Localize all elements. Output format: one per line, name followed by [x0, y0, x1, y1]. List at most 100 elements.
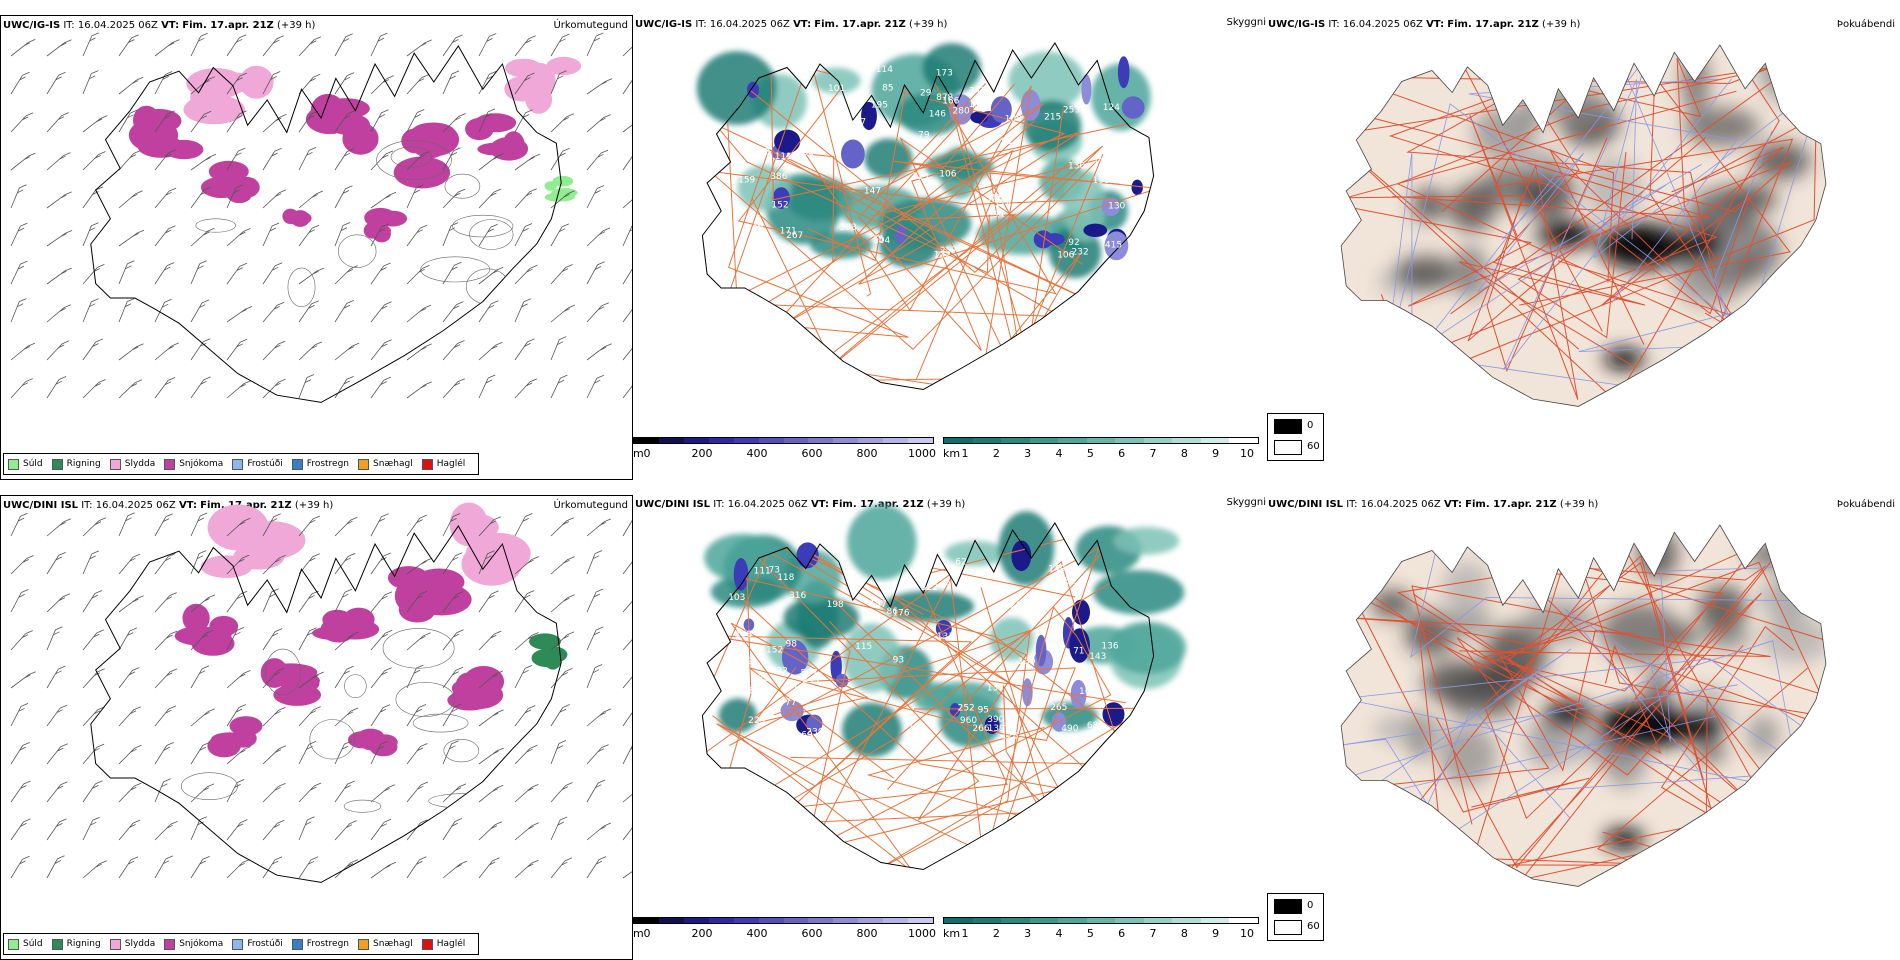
wind-barb	[262, 783, 286, 803]
legend-item: Snæhagl	[358, 458, 413, 470]
terrain-contour	[309, 719, 356, 760]
wind-barb	[10, 742, 30, 765]
river	[1397, 698, 1662, 869]
wind-barb	[154, 668, 178, 689]
wind-barb	[262, 301, 285, 323]
terrain-contour	[344, 674, 367, 699]
terrain-contour	[469, 219, 514, 250]
wind-barb	[514, 109, 533, 133]
wind-barb	[298, 627, 317, 651]
wind-barb	[622, 745, 632, 765]
wind-barb	[478, 300, 499, 323]
wind-barb	[190, 32, 208, 57]
wind-barb	[82, 264, 105, 285]
legend-swatch	[109, 938, 121, 950]
colorbar-segment	[972, 438, 1002, 443]
wind-barb	[118, 260, 135, 285]
precip-blob	[552, 175, 574, 187]
wind-barb	[586, 149, 609, 171]
wind-barb	[118, 553, 141, 575]
wind-barb	[298, 706, 321, 727]
wind-barb	[10, 298, 27, 323]
ceiling-colorbar-row2: m 0 200 400 600 800 1000	[633, 917, 938, 943]
wind-barb	[190, 665, 210, 689]
colorbar-segment	[883, 918, 909, 923]
wind-barb	[154, 110, 175, 133]
wind-barb	[154, 742, 174, 765]
river	[1342, 658, 1826, 788]
wind-barb	[118, 856, 139, 879]
wind-barb	[586, 518, 612, 537]
precip-type-legend: Súld Rigning Slydda Snjókoma Frostúði Frostre…	[3, 933, 480, 955]
ceiling-blob	[806, 714, 823, 733]
wind-barb	[154, 342, 179, 361]
ceiling-value-label: 122	[934, 251, 951, 261]
wind-barb	[262, 71, 281, 95]
colorbar-tick: 9	[1212, 447, 1220, 460]
wind-barb	[514, 223, 533, 247]
visibility-blob	[1108, 621, 1187, 674]
colorbar-tick: 1000	[908, 927, 936, 940]
visibility-blob	[847, 504, 917, 580]
wind-barb	[46, 665, 66, 689]
ceiling-value-label: 99	[940, 581, 952, 591]
panel-title: UWC/DINI ISL IT: 16.04.2025 06Z VT: Fim.…	[1268, 499, 1599, 510]
road	[1341, 563, 1826, 717]
wind-barb	[82, 222, 99, 247]
visibility-blob	[944, 540, 1007, 566]
wind-barb	[82, 517, 107, 537]
legend-item: Frostúði	[232, 938, 283, 950]
wind-barb	[550, 33, 570, 57]
wind-barb	[550, 336, 567, 361]
wind-barb	[46, 230, 73, 247]
wind-barb	[550, 517, 574, 537]
ceiling-value-label: 257	[940, 246, 957, 256]
wind-barb	[226, 517, 251, 537]
precip-map	[10, 502, 632, 883]
ceiling-blob	[830, 650, 842, 683]
wind-barb	[190, 816, 207, 841]
wind-barb	[442, 552, 463, 575]
wind-barb	[406, 856, 427, 879]
wind-barb	[550, 857, 573, 879]
precip-panel-row2: UWC/DINI ISL IT: 16.04.2025 06Z VT: Fim.…	[0, 495, 633, 960]
road	[1507, 562, 1826, 872]
wind-barb	[46, 376, 67, 399]
colorbar-unit: km	[943, 927, 961, 940]
wind-barb	[406, 381, 432, 399]
wind-barb	[190, 299, 210, 323]
wind-barb	[154, 39, 180, 57]
ceiling-value-label: 252	[958, 704, 975, 714]
ceiling-value-label: 147	[870, 600, 887, 610]
ceiling-value-label: 415	[1105, 241, 1122, 251]
wind-barb	[262, 588, 279, 613]
ceiling-value-label: 139	[988, 724, 1005, 734]
ceiling-value-label: 613	[753, 148, 770, 158]
legend-swatch	[8, 458, 19, 470]
wind-barb	[46, 152, 71, 171]
wind-barb	[478, 747, 504, 765]
colorbar-segment	[1086, 438, 1116, 443]
wind-barb	[10, 71, 30, 95]
ceiling-value-label: 126	[1004, 600, 1021, 610]
wind-barb	[82, 338, 103, 361]
road	[1378, 544, 1785, 881]
colorbar-segment	[1058, 438, 1087, 443]
terrain-contour	[287, 267, 316, 307]
wind-barb	[370, 301, 392, 323]
terrain-contour	[412, 713, 469, 733]
glacier-fog	[1603, 348, 1645, 370]
colorbar-segment	[833, 438, 859, 443]
wind-barb	[118, 819, 141, 841]
wind-barb	[586, 78, 613, 95]
wind-barb	[622, 794, 632, 803]
colorbar-segment	[808, 438, 834, 443]
colorbar-tick: 9	[1212, 927, 1220, 940]
road	[1467, 114, 1706, 400]
colorbar-tick: 400	[746, 927, 768, 940]
colorbar-segment	[908, 918, 934, 923]
wind-barb	[118, 150, 141, 171]
visibility-blob	[842, 702, 902, 758]
precip-blob	[182, 603, 210, 633]
wind-barb	[442, 629, 464, 651]
